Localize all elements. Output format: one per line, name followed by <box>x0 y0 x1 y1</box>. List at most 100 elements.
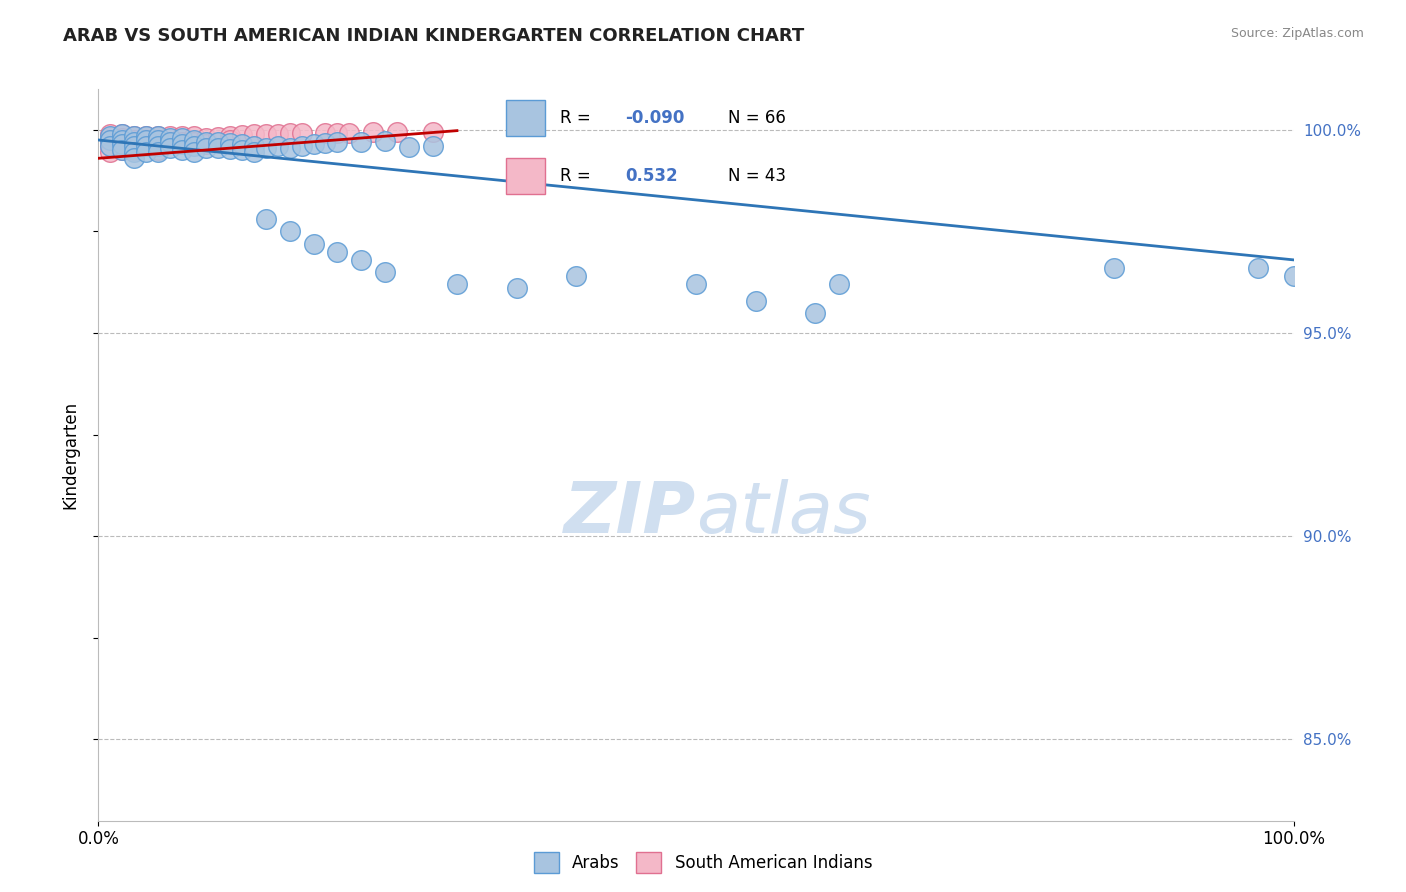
Point <box>183 128 205 143</box>
Point <box>1282 269 1305 284</box>
Point <box>111 143 134 157</box>
Point <box>172 135 194 149</box>
Point <box>363 125 385 139</box>
Point <box>385 125 409 139</box>
Point <box>195 141 218 155</box>
Point <box>135 133 157 147</box>
Point <box>506 281 529 295</box>
Point <box>254 212 277 227</box>
Point <box>231 128 253 142</box>
Point <box>159 131 181 145</box>
Point <box>111 133 134 147</box>
Point <box>124 145 146 160</box>
Point <box>350 135 373 149</box>
Point <box>111 135 134 149</box>
Point <box>254 141 277 155</box>
Point <box>195 136 218 151</box>
Point <box>124 139 146 153</box>
Point <box>326 135 349 149</box>
Point <box>231 143 253 157</box>
Point <box>339 126 361 140</box>
Point <box>302 236 325 251</box>
Point <box>135 139 157 153</box>
Text: Source: ZipAtlas.com: Source: ZipAtlas.com <box>1230 27 1364 40</box>
Point <box>804 306 827 320</box>
Point <box>148 136 170 151</box>
Point <box>148 143 170 157</box>
Point <box>148 145 170 160</box>
Y-axis label: Kindergarten: Kindergarten <box>62 401 80 509</box>
Point <box>183 139 205 153</box>
Point <box>315 126 337 140</box>
Point <box>291 126 314 140</box>
Point <box>98 145 122 160</box>
Point <box>326 244 349 259</box>
Point <box>278 141 301 155</box>
Point <box>565 269 588 284</box>
Point <box>243 145 266 160</box>
Point <box>111 127 134 141</box>
Legend: Arabs, South American Indians: Arabs, South American Indians <box>527 846 879 880</box>
Point <box>231 136 253 151</box>
Text: ZIP: ZIP <box>564 479 696 548</box>
Point <box>267 127 290 141</box>
Point <box>124 135 146 149</box>
Point <box>1247 260 1270 275</box>
Point <box>98 133 122 147</box>
Point <box>159 135 181 149</box>
Point <box>219 128 242 143</box>
Point <box>148 133 170 147</box>
Point <box>124 136 146 151</box>
Point <box>124 143 146 157</box>
Point <box>219 133 242 147</box>
Point <box>207 130 229 145</box>
Point <box>172 131 194 145</box>
Point <box>98 139 122 153</box>
Point <box>159 135 181 149</box>
Text: atlas: atlas <box>696 479 870 548</box>
Point <box>183 135 205 149</box>
Point <box>135 133 157 147</box>
Point <box>124 133 146 147</box>
Point <box>124 128 146 143</box>
Point <box>98 139 122 153</box>
Point <box>398 140 420 154</box>
Point <box>374 134 396 148</box>
Point <box>685 277 707 292</box>
Point <box>172 136 194 151</box>
Point <box>1104 260 1126 275</box>
Point <box>446 277 468 292</box>
Point <box>207 141 229 155</box>
Point <box>243 139 266 153</box>
Point <box>374 265 396 279</box>
Point <box>135 139 157 153</box>
Point <box>315 136 337 150</box>
Point <box>111 136 134 151</box>
Point <box>422 125 444 139</box>
Point <box>243 127 266 141</box>
Point <box>828 277 851 292</box>
Point <box>278 224 301 238</box>
Text: ARAB VS SOUTH AMERICAN INDIAN KINDERGARTEN CORRELATION CHART: ARAB VS SOUTH AMERICAN INDIAN KINDERGART… <box>63 27 804 45</box>
Point <box>172 143 194 157</box>
Point <box>172 128 194 143</box>
Point <box>422 139 444 153</box>
Point <box>135 128 157 143</box>
Point <box>195 131 218 145</box>
Point <box>135 145 157 160</box>
Point <box>148 128 170 143</box>
Point <box>98 128 122 143</box>
Point <box>148 128 170 143</box>
Point <box>124 151 146 165</box>
Point <box>159 141 181 155</box>
Point <box>278 126 301 140</box>
Point <box>98 127 122 141</box>
Point <box>111 127 134 141</box>
Point <box>745 293 768 308</box>
Point <box>124 128 146 143</box>
Point <box>111 131 134 145</box>
Point <box>183 133 205 147</box>
Point <box>111 139 134 153</box>
Point <box>302 136 325 151</box>
Point <box>219 142 242 156</box>
